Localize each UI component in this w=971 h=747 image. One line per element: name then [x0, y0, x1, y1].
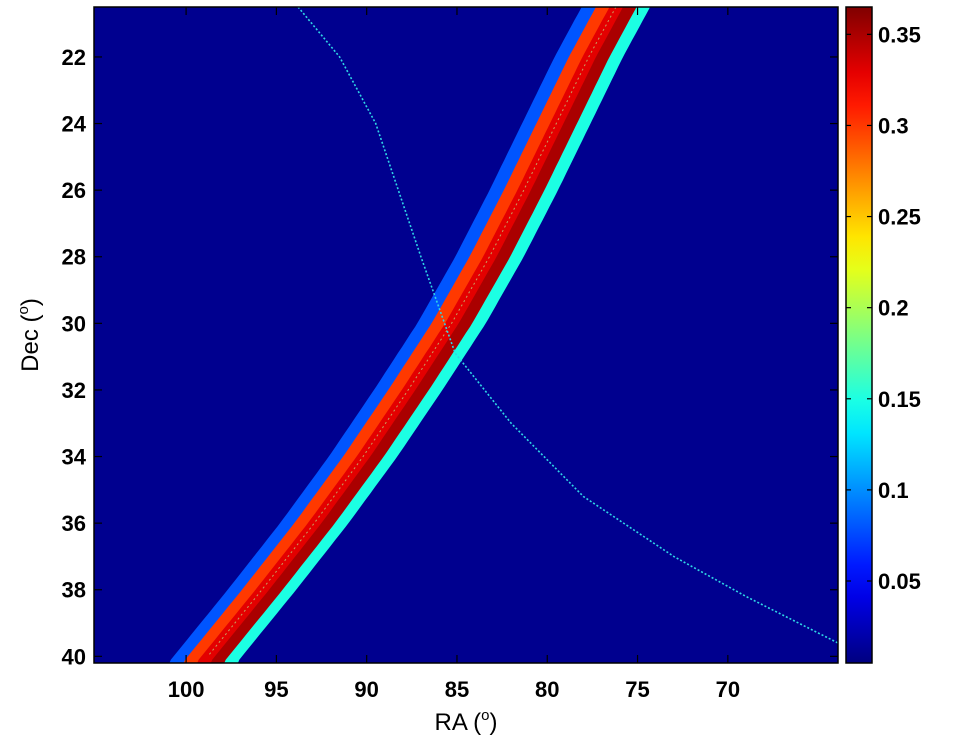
x-axis-title: RA (o) — [434, 707, 497, 736]
y-tick-label: 36 — [62, 511, 86, 536]
band-stripe — [183, 7, 610, 663]
probability-band — [169, 7, 651, 663]
overlay-curve — [297, 7, 838, 644]
colorbar — [845, 6, 873, 664]
y-tick-label: 26 — [62, 178, 86, 203]
colorbar-tick-label: 0.15 — [878, 387, 921, 412]
colorbar-tick-label: 0.05 — [878, 569, 921, 594]
y-tick-label: 28 — [62, 245, 86, 270]
colorbar-axis: 0.05 0.1 0.15 0.2 0.25 0.3 0.35 — [846, 22, 921, 594]
y-tick-label: 38 — [62, 578, 86, 603]
y-tick-label: 40 — [62, 644, 86, 669]
x-tick-label: 85 — [445, 677, 469, 702]
colorbar-tick-label: 0.2 — [878, 296, 909, 321]
band-stripe — [196, 7, 623, 663]
overlay-curve-line — [297, 7, 838, 644]
x-tick-label: 100 — [168, 677, 205, 702]
x-tick-label: 80 — [535, 677, 559, 702]
band-stripe — [210, 7, 637, 663]
band-stripe — [223, 7, 651, 663]
colorbar-tick-label: 0.25 — [878, 205, 921, 230]
plot-frame — [93, 6, 839, 664]
colorbar-tick-label: 0.3 — [878, 113, 909, 138]
x-tick-label: 70 — [716, 677, 740, 702]
x-tick-label: 95 — [264, 677, 288, 702]
colorbar-tick-label: 0.1 — [878, 478, 909, 503]
band-stripe — [169, 7, 596, 663]
y-axis: 22 24 26 28 30 32 34 36 38 40 — [62, 45, 838, 669]
y-tick-label: 34 — [62, 445, 87, 470]
y-tick-label: 24 — [62, 112, 87, 137]
x-tick-label: 90 — [354, 677, 378, 702]
x-tick-label: 75 — [625, 677, 649, 702]
band-centerline — [207, 7, 617, 657]
colorbar-tick-label: 0.35 — [878, 22, 921, 47]
x-axis: 100 95 90 85 80 75 70 — [168, 7, 740, 702]
y-tick-label: 32 — [62, 378, 86, 403]
y-axis-title: Dec (o) — [15, 298, 44, 372]
y-tick-label: 22 — [62, 45, 86, 70]
y-tick-label: 30 — [62, 311, 86, 336]
